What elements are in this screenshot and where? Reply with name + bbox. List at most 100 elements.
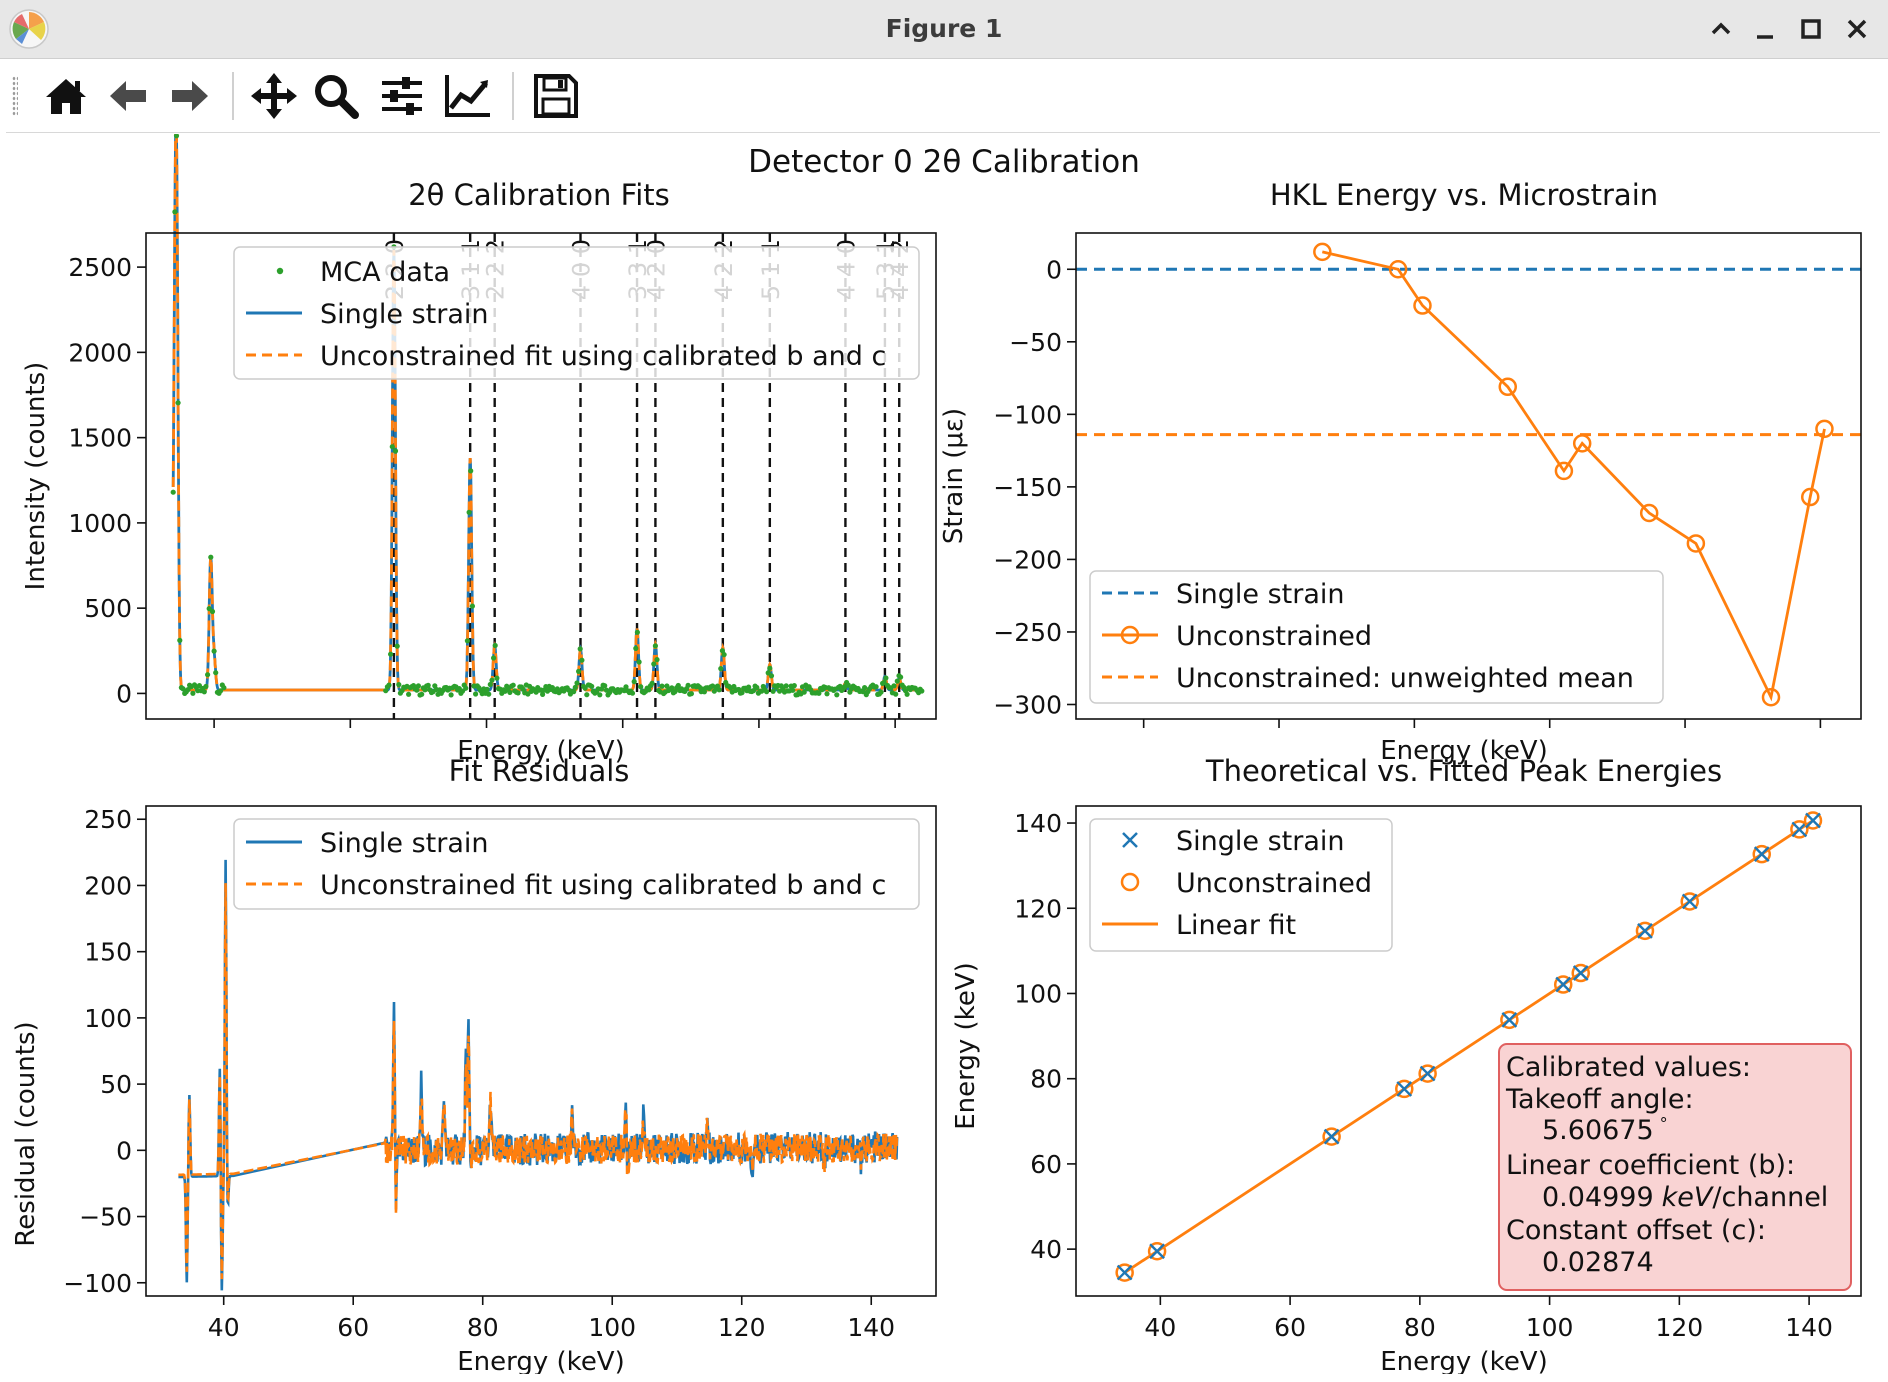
window-maximize-button[interactable] <box>1794 12 1828 46</box>
legend-single-strain: Single strain <box>1176 579 1345 610</box>
mca-data-point <box>579 657 585 663</box>
single-strain-point <box>1116 1264 1133 1281</box>
residual-series <box>178 859 899 1291</box>
theoretical-vs-fitted-legend: Single strain Unconstrained Linear fit <box>1089 818 1393 952</box>
mca-data-point <box>388 651 394 657</box>
pan-button[interactable] <box>248 70 300 122</box>
mca-data-point <box>652 643 659 649</box>
hkl-microstrain-legend: Single strain Unconstrained Unconstraine… <box>1089 570 1664 704</box>
mca-data-point <box>492 642 498 649</box>
fit-residuals-ytick-label: −100 <box>63 1269 132 1298</box>
mca-data-point <box>389 444 395 450</box>
single-strain-point <box>1419 1065 1436 1082</box>
toolbar-grip[interactable] <box>12 76 18 116</box>
mca-data-point <box>415 683 421 689</box>
mca-data-point <box>515 690 521 696</box>
mca-data-point <box>173 134 180 139</box>
mca-data-point <box>816 690 822 696</box>
unconstrained-strain-point <box>1313 242 1332 262</box>
legend-unweighted-mean: Unconstrained: unweighted mean <box>1176 663 1634 694</box>
plot-calibration-fits: 2θ Calibration Fits 2 2 03 1 12 2 24 0 0… <box>21 134 937 766</box>
calibration-fits-title: 2θ Calibration Fits <box>408 178 670 212</box>
figure-canvas[interactable]: Detector 0 2θ Calibration 2θ Calibration… <box>6 134 1882 1374</box>
window-minimize-button[interactable] <box>1748 12 1782 46</box>
unconstrained-strain-line <box>1321 250 1826 702</box>
mca-data-point <box>414 687 420 693</box>
mca-data-point <box>633 645 639 651</box>
unconstrained-point <box>1395 1079 1414 1099</box>
mca-data-point <box>718 666 724 672</box>
mca-data-point <box>746 684 752 690</box>
window-close-button[interactable] <box>1840 12 1874 46</box>
save-button[interactable] <box>530 70 582 122</box>
mca-data-point <box>572 684 578 691</box>
fit-residuals-xtick-label: 80 <box>467 1313 499 1342</box>
mca-data-point <box>170 489 176 495</box>
fit-residuals-ytick-label: 250 <box>84 805 132 834</box>
theoretical-vs-fitted-ytick-label: 60 <box>1030 1150 1062 1179</box>
legend-unconstrained-fit: Unconstrained fit using calibrated b and… <box>320 341 886 372</box>
mca-data-point <box>664 683 670 689</box>
mca-data-point <box>473 691 479 697</box>
hkl-microstrain-ticks: 0 −50 −100 −150 −200 −250 −300 <box>993 255 1822 728</box>
configure-subplots-button[interactable] <box>376 70 428 122</box>
mca-data-point <box>623 684 629 690</box>
energy-series <box>1115 811 1823 1282</box>
mca-data-point <box>675 682 681 689</box>
mca-data-point <box>394 643 400 649</box>
mca-data-point <box>383 688 389 694</box>
unconstrained-point <box>1147 1242 1167 1261</box>
mca-data-point <box>711 688 717 694</box>
fit-residuals-ticks: −100 −50 0 50 100 150 200 250 40 60 80 100 120 140 <box>63 805 895 1342</box>
unconstrained-fit-line <box>171 134 923 692</box>
hkl-microstrain-title: HKL Energy vs. Microstrain <box>1270 178 1658 212</box>
mca-data-point <box>180 686 186 692</box>
mca-data-point <box>824 691 830 697</box>
calibration-fits-xlabel: Energy (keV) <box>457 736 625 766</box>
mca-data-point <box>463 685 469 691</box>
mca-data-point <box>862 685 868 691</box>
mca-data-point <box>584 692 590 698</box>
single-strain-point <box>1396 1081 1413 1097</box>
fit-residuals-legend: Single strain Unconstrained fit using ca… <box>233 818 920 910</box>
hkl-microstrain-xlabel: Energy (keV) <box>1380 736 1548 766</box>
mca-data-point <box>649 680 655 687</box>
mca-data-point <box>396 682 402 688</box>
fit-residuals-xtick-label: 40 <box>208 1313 240 1342</box>
back-button[interactable] <box>102 70 154 122</box>
zoom-button[interactable] <box>310 70 362 122</box>
fit-residuals-xtick-label: 60 <box>337 1313 369 1342</box>
calibration-fits-ytick-label: 1500 <box>68 424 132 453</box>
unconstrained-point <box>1803 811 1823 830</box>
forward-button[interactable] <box>164 70 216 122</box>
single-strain-point <box>1149 1243 1165 1260</box>
fit-residuals-ylabel: Residual (counts) <box>11 1021 41 1246</box>
unconstrained-point <box>1635 921 1655 941</box>
window-shade-button[interactable] <box>1704 12 1738 46</box>
calibration-fits-legend: MCA data Single strain Unconstrained fit… <box>233 246 920 380</box>
home-button[interactable] <box>40 70 92 122</box>
mca-data-point <box>767 665 773 671</box>
mca-data-point <box>878 689 884 695</box>
theoretical-vs-fitted-xtick-label: 80 <box>1404 1313 1436 1342</box>
mca-data-point <box>770 688 776 694</box>
mca-data-point <box>577 646 583 652</box>
mca-data-point <box>894 678 900 684</box>
mca-data-point <box>672 689 678 695</box>
mca-data-point <box>589 683 595 689</box>
single-strain-point <box>1637 922 1653 939</box>
magnifier-icon <box>315 75 359 119</box>
theoretical-vs-fitted-ytick-label: 120 <box>1014 894 1062 923</box>
calibration-fits-ytick-label: 1000 <box>68 509 132 538</box>
mca-data-point <box>750 688 757 694</box>
edit-axes-button[interactable] <box>442 70 494 122</box>
fit-residuals-ytick-label: 200 <box>84 871 132 900</box>
hkl-microstrain-ytick-label: −250 <box>993 618 1062 647</box>
mca-data-point <box>205 672 211 678</box>
theoretical-vs-fitted-ytick-label: 80 <box>1030 1065 1062 1094</box>
unconstrained-point <box>1322 1127 1341 1146</box>
legend-mca-data: MCA data <box>320 257 450 288</box>
mca-data-point <box>203 683 209 690</box>
sliders-icon <box>382 77 422 115</box>
mca-data-point <box>768 673 775 679</box>
